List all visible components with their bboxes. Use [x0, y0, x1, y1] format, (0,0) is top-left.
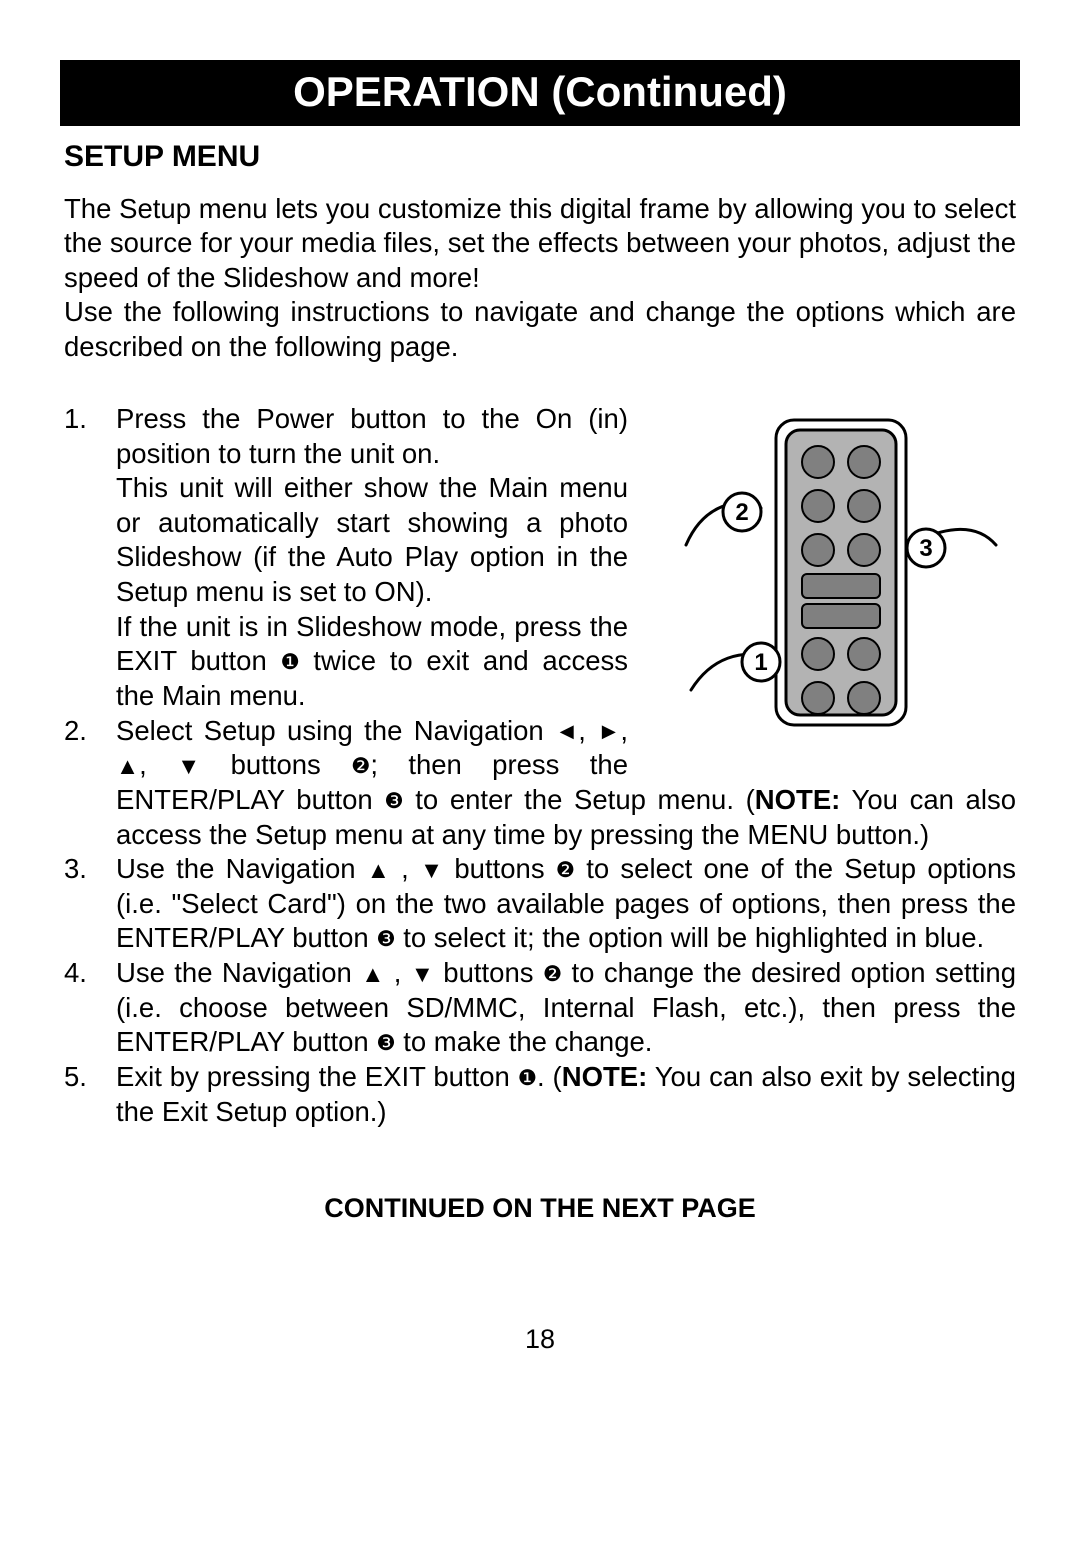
note-label: NOTE: — [755, 784, 841, 815]
up-arrow-icon: ▲ — [367, 856, 390, 885]
down-arrow-icon: ▼ — [420, 856, 443, 885]
title-bar-text: OPERATION (Continued) — [293, 68, 787, 115]
circled-2-icon: ❷ — [543, 961, 562, 988]
step-5: Exit by pressing the EXIT button ❶. (NOT… — [64, 1060, 1016, 1129]
intro-paragraph-1: The Setup menu lets you customize this d… — [64, 193, 1016, 293]
note-label: NOTE: — [562, 1061, 648, 1092]
circled-2-icon: ❷ — [556, 857, 575, 884]
down-arrow-icon: ▼ — [177, 752, 200, 781]
step-1-para-c: If the unit is in Slideshow mode, press … — [116, 610, 1016, 714]
section-heading: SETUP MENU — [64, 140, 1020, 174]
step-3: Use the Navigation ▲ , ▼ buttons ❷ to se… — [64, 852, 1016, 956]
step-1: Press the Power button to the On (in) po… — [64, 402, 1016, 714]
right-arrow-icon: ► — [597, 717, 620, 746]
intro-block: The Setup menu lets you customize this d… — [64, 192, 1016, 364]
circled-3-icon: ❸ — [384, 788, 403, 815]
continued-note: CONTINUED ON THE NEXT PAGE — [60, 1193, 1020, 1224]
step-2: Select Setup using the Navigation ◄, ►, … — [64, 714, 1016, 853]
down-arrow-icon: ▼ — [411, 960, 434, 989]
title-bar: OPERATION (Continued) — [60, 60, 1020, 126]
step-4: Use the Navigation ▲ , ▼ buttons ❷ to ch… — [64, 956, 1016, 1060]
up-arrow-icon: ▲ — [361, 960, 384, 989]
step-1-para-a: Press the Power button to the On (in) po… — [116, 402, 1016, 471]
intro-paragraph-2: Use the following instructions to naviga… — [64, 296, 1016, 361]
left-arrow-icon: ◄ — [555, 717, 578, 746]
circled-1-icon: ❶ — [280, 649, 299, 676]
step-1-para-b: This unit will either show the Main menu… — [116, 471, 1016, 610]
page-number: 18 — [60, 1324, 1020, 1355]
circled-1-icon: ❶ — [518, 1065, 537, 1092]
circled-3-icon: ❸ — [376, 1030, 395, 1057]
steps-list: Press the Power button to the On (in) po… — [64, 402, 1016, 1129]
content-wrap: 231 Press the Power button to the On (in… — [64, 402, 1016, 1129]
up-arrow-icon: ▲ — [116, 752, 139, 781]
circled-3-icon: ❸ — [376, 926, 395, 953]
circled-2-icon: ❷ — [351, 753, 370, 780]
